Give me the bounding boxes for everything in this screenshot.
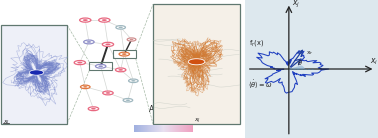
Bar — [89, 62, 112, 70]
Circle shape — [118, 27, 123, 28]
Bar — [113, 50, 136, 58]
Circle shape — [83, 19, 88, 21]
Circle shape — [118, 69, 123, 71]
Circle shape — [188, 59, 205, 65]
Circle shape — [91, 108, 96, 110]
Circle shape — [116, 26, 125, 29]
Circle shape — [29, 70, 44, 75]
Wedge shape — [289, 65, 305, 69]
Circle shape — [84, 40, 94, 44]
Text: $\mathrm{f}_r(\mathrm{x})$: $\mathrm{f}_r(\mathrm{x})$ — [249, 38, 264, 48]
Text: $x_j$: $x_j$ — [292, 0, 301, 10]
Text: $x_i$: $x_i$ — [3, 118, 10, 126]
Circle shape — [105, 92, 110, 94]
Circle shape — [87, 41, 91, 43]
Circle shape — [80, 18, 91, 22]
Circle shape — [81, 85, 90, 89]
Text: $x_j$: $x_j$ — [194, 117, 201, 126]
Bar — [1, 25, 67, 124]
Circle shape — [131, 80, 136, 82]
Circle shape — [115, 68, 126, 72]
Text: Activity: Activity — [149, 105, 178, 114]
Circle shape — [127, 38, 136, 41]
Circle shape — [99, 18, 110, 22]
Circle shape — [129, 79, 138, 83]
Circle shape — [96, 64, 106, 68]
Circle shape — [126, 99, 130, 101]
Circle shape — [122, 53, 127, 55]
Circle shape — [102, 42, 114, 47]
Circle shape — [105, 43, 110, 45]
Circle shape — [77, 62, 82, 63]
Text: $x_i$: $x_i$ — [370, 56, 378, 67]
Bar — [153, 4, 240, 124]
Text: $\mathrm{x}_r$: $\mathrm{x}_r$ — [306, 49, 314, 57]
Text: $\langle\dot{\theta}\rangle = \omega$: $\langle\dot{\theta}\rangle = \omega$ — [248, 79, 273, 91]
Circle shape — [83, 86, 87, 88]
Circle shape — [119, 52, 130, 56]
Circle shape — [88, 107, 99, 111]
Text: $\theta$: $\theta$ — [297, 58, 303, 67]
Circle shape — [123, 99, 133, 102]
Circle shape — [102, 19, 107, 21]
Circle shape — [98, 65, 103, 67]
Circle shape — [103, 91, 113, 95]
Circle shape — [130, 39, 133, 40]
Bar — [245, 0, 378, 138]
Circle shape — [74, 61, 85, 65]
